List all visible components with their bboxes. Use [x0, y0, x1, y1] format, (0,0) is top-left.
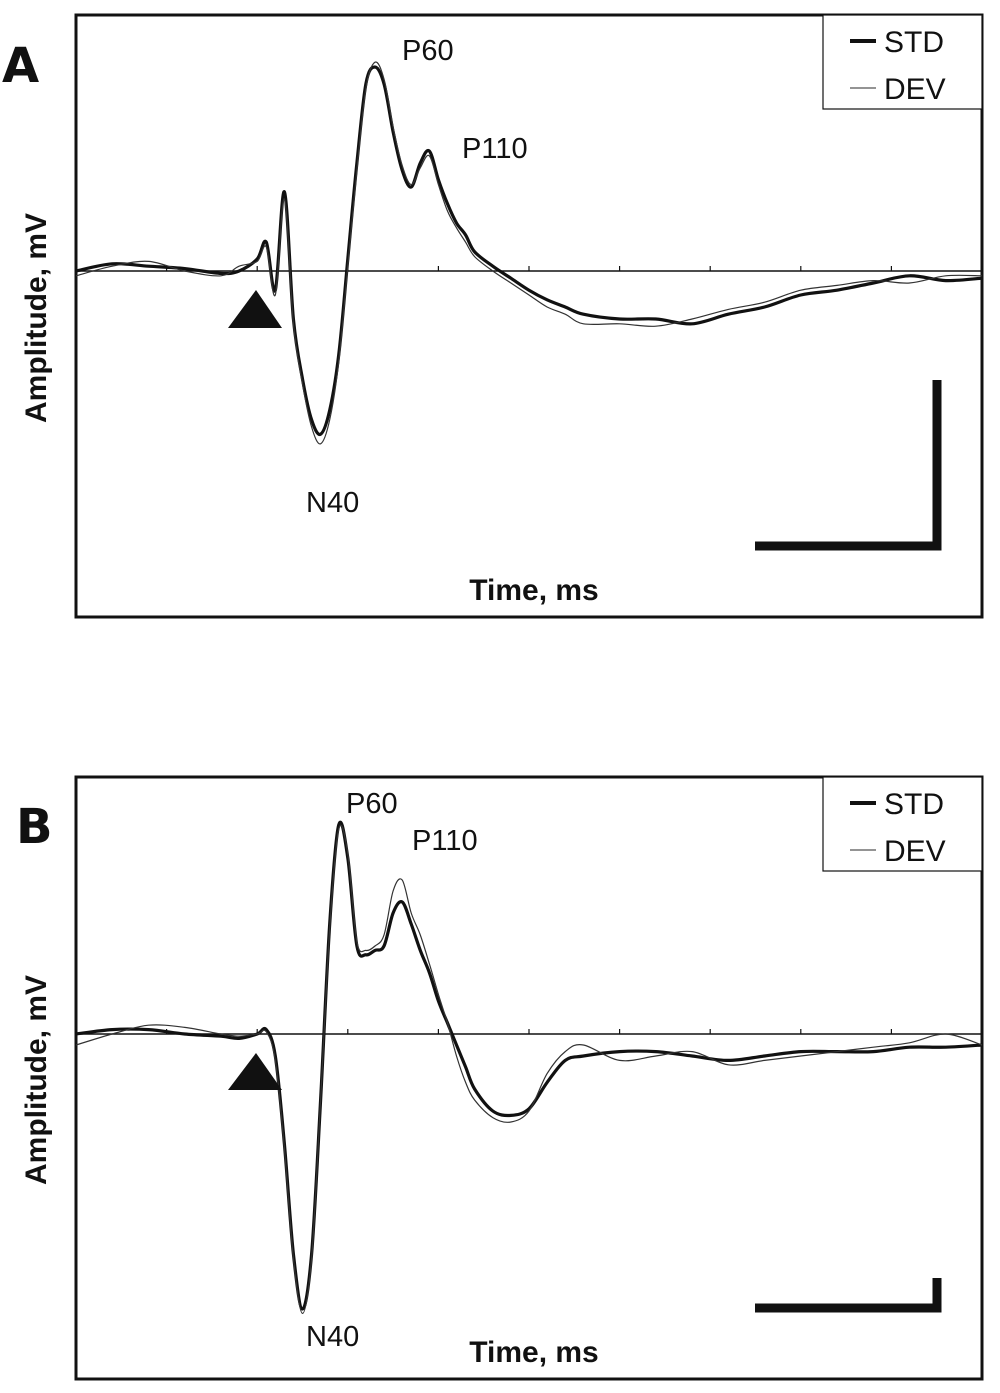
panel-b-scale-bar [755, 1278, 942, 1313]
panel-b-stimulus-marker [228, 1053, 282, 1090]
panel-b: B P60 P110 N40 Time, ms Amplitude, mV ST… [16, 775, 984, 1381]
panel-a-letter: A [2, 38, 39, 94]
panel-b-y-axis-label: Amplitude, mV [20, 975, 53, 1185]
panel-b-ticks [75, 1029, 983, 1034]
panel-a-stimulus-marker [228, 290, 282, 328]
panel-a-n40-label: N40 [306, 487, 359, 519]
panel-a-legend: STD DEV [822, 14, 983, 110]
panel-a-ticks [75, 266, 983, 271]
panel-b-frame [74, 775, 984, 1381]
panel-a-p60-label: P60 [402, 35, 454, 67]
panel-b-n40-label: N40 [306, 1321, 359, 1353]
panel-b-p110-label: P110 [412, 825, 478, 857]
panel-b-series-std [75, 820, 983, 1311]
panel-a-legend-dev-label: DEV [884, 73, 946, 106]
panel-a-p110-label: P110 [462, 133, 528, 165]
panel-a-x-axis-label: Time, ms [469, 574, 599, 607]
panel-a-frame [74, 13, 984, 619]
panel-b-legend-box [822, 776, 983, 872]
panel-a-y-axis-label: Amplitude, mV [20, 213, 53, 423]
panel-b-p60-label: P60 [346, 788, 398, 820]
panel-b-letter: B [16, 799, 53, 855]
panel-b-legend: STD DEV [822, 776, 983, 872]
panel-b-series [75, 820, 983, 1314]
panel-a-legend-box [822, 14, 983, 110]
panel-b-legend-std-label: STD [884, 788, 944, 821]
panel-a-series [75, 61, 983, 445]
panel-a-scale-bar [755, 380, 942, 551]
panel-b-x-axis-label: Time, ms [469, 1336, 599, 1369]
panel-a-legend-std-label: STD [884, 26, 944, 59]
panel-b-series-dev [75, 824, 983, 1314]
panel-a: A P60 P110 N40 Time, ms Amplitude, mV ST… [2, 13, 984, 619]
panel-b-legend-dev-label: DEV [884, 835, 946, 868]
panel-a-series-dev [75, 61, 983, 445]
panel-a-series-std [75, 65, 983, 436]
